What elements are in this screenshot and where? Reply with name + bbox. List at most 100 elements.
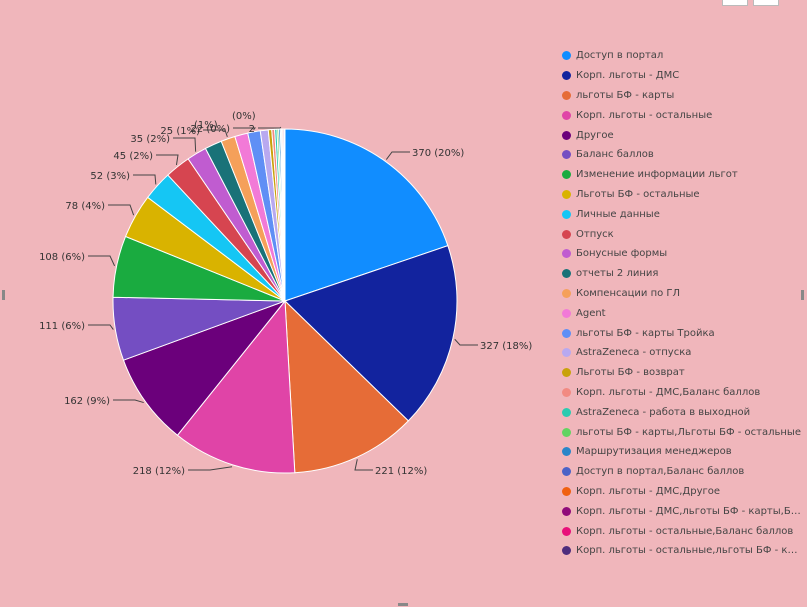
legend-label-6: Изменение информации льгот bbox=[576, 169, 738, 181]
data-label-5: 111 (6%) bbox=[39, 321, 85, 332]
leader-line-21 bbox=[258, 126, 282, 129]
pie-slice-3[interactable] bbox=[176, 299, 296, 474]
legend-marker-22 bbox=[562, 486, 571, 496]
legend-marker-3 bbox=[562, 110, 571, 120]
leader-line-3 bbox=[188, 466, 233, 471]
legend-item-13[interactable]: Agent bbox=[562, 303, 802, 323]
legend-marker-24 bbox=[562, 526, 571, 536]
leader-line-0 bbox=[385, 151, 410, 160]
legend-label-17: Корп. льготы - ДМС,Баланс баллов bbox=[576, 386, 761, 398]
legend-item-24[interactable]: Корп. льготы - остальные,Баланс баллов bbox=[562, 521, 802, 541]
legend-item-6[interactable]: Изменение информации льгот bbox=[562, 165, 802, 185]
legend-marker-23 bbox=[562, 506, 571, 516]
pie-slice-2[interactable] bbox=[284, 299, 410, 474]
legend-label-0: Доступ в портал bbox=[576, 50, 664, 62]
legend-label-8: Личные данные bbox=[576, 208, 660, 220]
legend-item-23[interactable]: Корп. льготы - ДМС,льготы БФ - карты,Бал… bbox=[562, 501, 802, 521]
legend-label-2: льготы БФ - карты bbox=[576, 89, 675, 101]
legend-label-24: Корп. льготы - остальные,Баланс баллов bbox=[576, 525, 794, 537]
data-label-7: 78 (4%) bbox=[65, 201, 105, 212]
leader-line-6 bbox=[88, 255, 116, 267]
legend-item-1[interactable]: Корп. льготы - ДМС bbox=[562, 66, 802, 86]
pie-chart: 370 (20%) 327 (18%) 221 (12%) 218 (12%) 162 … bbox=[39, 111, 532, 477]
leader-line-7 bbox=[108, 204, 135, 216]
legend-item-11[interactable]: отчеты 2 линия bbox=[562, 264, 802, 284]
pie-slice-25[interactable] bbox=[283, 128, 286, 302]
legend-item-21[interactable]: Доступ в портал,Баланс баллов bbox=[562, 462, 802, 482]
legend-item-18[interactable]: AstraZeneca - работа в выходной bbox=[562, 402, 802, 422]
legend-marker-1 bbox=[562, 71, 571, 81]
legend-marker-16 bbox=[562, 368, 571, 378]
legend-label-11: отчеты 2 линия bbox=[576, 268, 659, 280]
legend-marker-5 bbox=[562, 150, 571, 160]
legend-item-4[interactable]: Другое bbox=[562, 125, 802, 145]
legend-item-2[interactable]: льготы БФ - карты bbox=[562, 86, 802, 106]
legend-item-25[interactable]: Корп. льготы - остальные,льготы БФ - кар… bbox=[562, 541, 802, 561]
legend-item-19[interactable]: льготы БФ - карты,Льготы БФ - остальные bbox=[562, 422, 802, 442]
legend-item-20[interactable]: Маршрутизация менеджеров bbox=[562, 442, 802, 462]
legend-item-9[interactable]: Отпуск bbox=[562, 224, 802, 244]
legend-label-9: Отпуск bbox=[576, 228, 614, 240]
legend-marker-15 bbox=[562, 348, 571, 358]
legend-marker-19 bbox=[562, 427, 571, 437]
data-label-4: 162 (9%) bbox=[64, 396, 110, 407]
legend-marker-0 bbox=[562, 51, 571, 61]
legend-marker-8 bbox=[562, 209, 571, 219]
pie-slice-1[interactable] bbox=[284, 245, 458, 422]
legend-label-10: Бонусные формы bbox=[576, 248, 668, 260]
legend-item-3[interactable]: Корп. льготы - остальные bbox=[562, 105, 802, 125]
legend-item-10[interactable]: Бонусные формы bbox=[562, 244, 802, 264]
pie-slice-4[interactable] bbox=[122, 299, 287, 436]
resize-handle-bottom[interactable] bbox=[398, 603, 408, 606]
legend-marker-6 bbox=[562, 170, 571, 180]
data-label-8: 52 (3%) bbox=[90, 171, 130, 182]
leader-line-2 bbox=[354, 459, 373, 471]
legend-label-1: Корп. льготы - ДМС bbox=[576, 70, 680, 82]
legend-item-22[interactable]: Корп. льготы - ДМС,Другое bbox=[562, 482, 802, 502]
legend-item-8[interactable]: Личные данные bbox=[562, 204, 802, 224]
leader-line-10 bbox=[173, 137, 197, 152]
legend-marker-13 bbox=[562, 308, 571, 318]
data-label-9: 45 (2%) bbox=[113, 151, 153, 162]
leader-line-5 bbox=[88, 324, 114, 330]
leader-line-4 bbox=[113, 399, 144, 404]
legend-label-15: AstraZeneca - отпуска bbox=[576, 347, 692, 359]
resize-handle-right[interactable] bbox=[801, 290, 804, 300]
data-label-21: 2 bbox=[249, 124, 255, 135]
legend-label-3: Корп. льготы - остальные bbox=[576, 109, 713, 121]
pie-slice-0[interactable] bbox=[284, 128, 449, 302]
legend-item-12[interactable]: Компенсации по ГЛ bbox=[562, 284, 802, 304]
legend-marker-14 bbox=[562, 328, 571, 338]
data-label-14: 22 (0%) bbox=[190, 124, 230, 135]
data-label-3: 218 (12%) bbox=[133, 466, 185, 477]
legend-marker-7 bbox=[562, 189, 571, 199]
data-label-0: 370 (20%) bbox=[412, 148, 464, 159]
resize-handle-left[interactable] bbox=[2, 290, 5, 300]
legend-marker-21 bbox=[562, 467, 571, 477]
legend-label-20: Маршрутизация менеджеров bbox=[576, 446, 732, 458]
legend-label-7: Льготы БФ - остальные bbox=[576, 188, 700, 200]
legend-marker-25 bbox=[562, 546, 571, 556]
data-label-2: 221 (12%) bbox=[375, 466, 427, 477]
more-options-icon[interactable] bbox=[753, 0, 779, 6]
legend-item-0[interactable]: Доступ в портал bbox=[562, 46, 802, 66]
legend-label-4: Другое bbox=[576, 129, 614, 141]
focus-mode-icon[interactable] bbox=[722, 0, 748, 6]
legend-marker-20 bbox=[562, 447, 571, 457]
legend-marker-18 bbox=[562, 407, 571, 417]
legend-item-17[interactable]: Корп. льготы - ДМС,Баланс баллов bbox=[562, 383, 802, 403]
leader-line-14 bbox=[233, 127, 257, 131]
legend-marker-9 bbox=[562, 229, 571, 239]
legend-item-16[interactable]: Льготы БФ - возврат bbox=[562, 363, 802, 383]
data-label-10: 35 (2%) bbox=[130, 134, 170, 145]
leader-line-9 bbox=[156, 154, 179, 166]
legend-item-14[interactable]: льготы БФ - карты Тройка bbox=[562, 323, 802, 343]
legend-item-5[interactable]: Баланс баллов bbox=[562, 145, 802, 165]
legend: Доступ в портал Корп. льготы - ДМС льготы … bbox=[562, 46, 802, 561]
leader-line-12 bbox=[203, 129, 228, 137]
legend-item-7[interactable]: Льготы БФ - остальные bbox=[562, 185, 802, 205]
extra-label-1: (0%) bbox=[232, 111, 256, 122]
legend-item-15[interactable]: AstraZeneca - отпуска bbox=[562, 343, 802, 363]
extra-label-0: (1%) bbox=[194, 120, 218, 131]
